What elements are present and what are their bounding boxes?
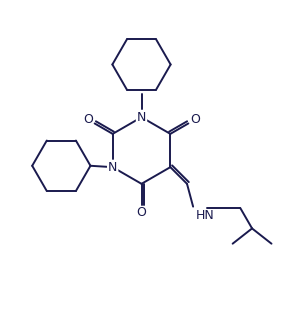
Text: N: N	[108, 161, 117, 174]
Text: O: O	[83, 113, 93, 126]
Text: HN: HN	[195, 209, 214, 222]
Text: O: O	[137, 206, 146, 219]
Text: N: N	[137, 111, 146, 124]
Text: O: O	[190, 113, 200, 126]
